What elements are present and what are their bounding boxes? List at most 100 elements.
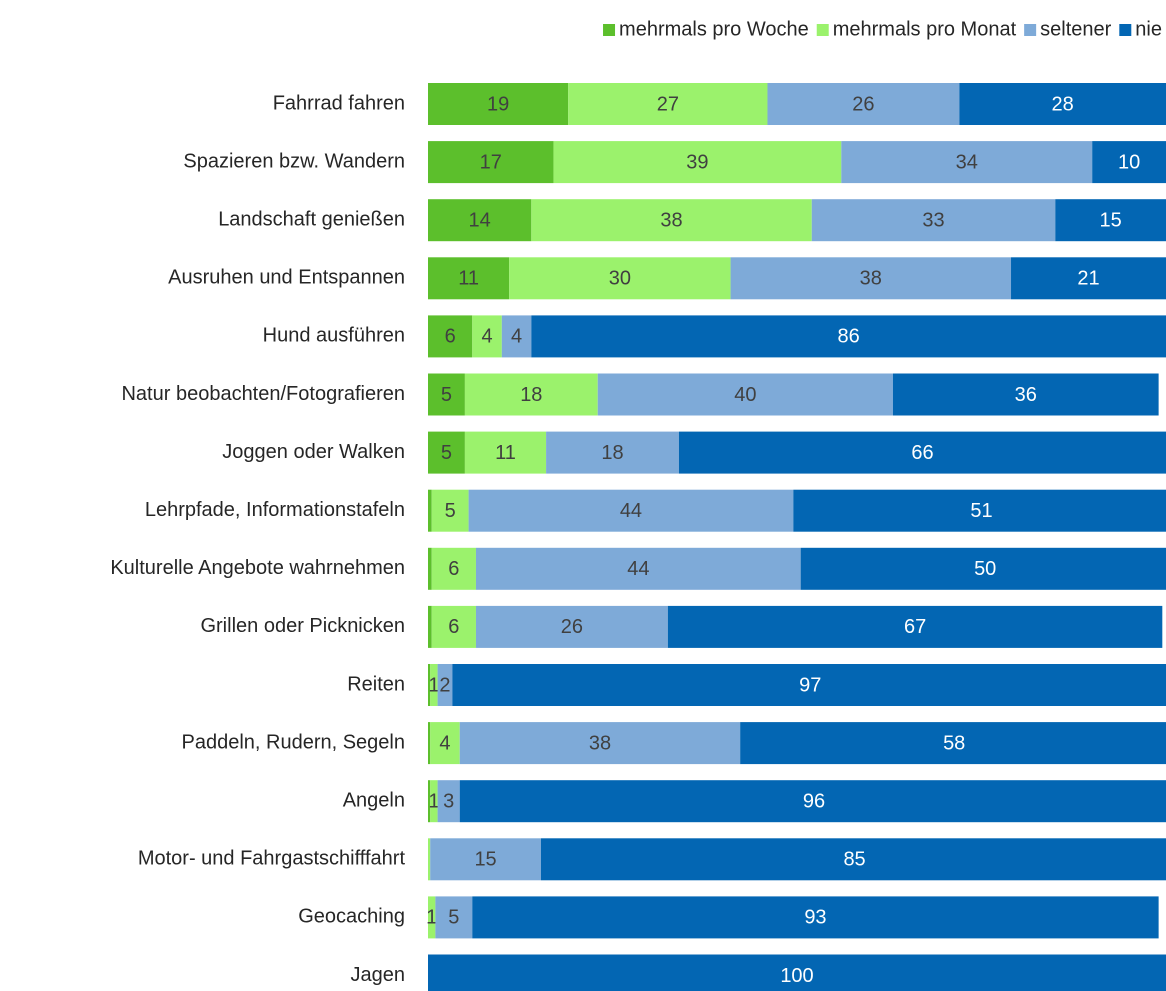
bar-segment xyxy=(428,838,431,881)
value-label: 96 xyxy=(803,790,825,812)
bar-segment xyxy=(501,315,532,358)
value-label: 27 xyxy=(657,93,679,115)
bar-segment xyxy=(475,547,801,590)
value-label: 1 xyxy=(426,907,437,929)
value-label: 3 xyxy=(443,790,454,812)
bar-segment xyxy=(730,257,1012,300)
bar-segment xyxy=(437,780,460,823)
value-label: 18 xyxy=(520,384,542,406)
value-label: 5 xyxy=(441,384,452,406)
value-label: 50 xyxy=(974,558,996,580)
category-label: Jagen xyxy=(351,964,406,986)
bar-segment xyxy=(428,83,569,125)
value-label: 34 xyxy=(956,151,978,173)
bar-segment xyxy=(892,373,1159,416)
value-label: 30 xyxy=(609,268,631,290)
value-label: 1 xyxy=(428,790,439,812)
bar-segment xyxy=(428,489,432,532)
category-label: Lehrpfade, Informationstafeln xyxy=(145,499,405,521)
bar-segment xyxy=(428,315,473,358)
value-label: 6 xyxy=(448,616,459,638)
bar-segment xyxy=(468,489,794,532)
legend-label: seltener xyxy=(1040,18,1111,40)
value-label: 97 xyxy=(799,674,821,696)
bar-segment xyxy=(428,664,431,706)
bar-segment xyxy=(428,605,432,648)
value-label: 14 xyxy=(469,209,491,231)
value-label: 6 xyxy=(448,558,459,580)
value-label: 93 xyxy=(804,907,826,929)
bar-segment xyxy=(459,722,741,765)
category-label: Ausruhen und Entspannen xyxy=(168,267,405,289)
value-label: 4 xyxy=(481,326,492,348)
bar-segment xyxy=(430,838,541,881)
bar-segment xyxy=(793,489,1166,532)
value-label: 36 xyxy=(1015,384,1037,406)
value-label: 15 xyxy=(474,849,496,871)
bar-segment xyxy=(431,547,476,590)
value-label: 38 xyxy=(860,268,882,290)
bar-segment xyxy=(800,547,1166,590)
value-label: 19 xyxy=(487,93,509,115)
bar-segment xyxy=(428,257,510,300)
category-label: Joggen oder Walken xyxy=(222,441,405,463)
category-label: Angeln xyxy=(343,789,405,811)
bar-segment xyxy=(431,605,476,648)
value-label: 40 xyxy=(734,384,756,406)
category-label: Landschaft genießen xyxy=(218,208,405,230)
value-label: 33 xyxy=(922,209,944,231)
bar-segment xyxy=(431,489,469,532)
value-label: 5 xyxy=(445,500,456,522)
category-label: Hund ausführen xyxy=(263,325,405,347)
category-label: Natur beobachten/Fotografieren xyxy=(121,383,405,405)
value-label: 5 xyxy=(441,442,452,464)
bar-segment xyxy=(452,664,1166,706)
bar-segment xyxy=(740,722,1166,765)
category-label: Paddeln, Rudern, Segeln xyxy=(182,731,406,753)
bar-segment xyxy=(475,605,668,648)
value-label: 39 xyxy=(686,151,708,173)
category-label: Reiten xyxy=(347,673,405,695)
bar-segment xyxy=(428,431,465,474)
bar-segment xyxy=(1011,257,1166,300)
value-label: 66 xyxy=(911,442,933,464)
value-label: 44 xyxy=(620,500,642,522)
value-label: 85 xyxy=(843,849,865,871)
value-label: 100 xyxy=(780,965,813,987)
bar-segment xyxy=(428,141,554,184)
bar-segment xyxy=(546,431,679,474)
category-label: Geocaching xyxy=(298,906,405,928)
value-label: 1 xyxy=(428,674,439,696)
category-label: Kulturelle Angebote wahrnehmen xyxy=(110,557,405,579)
value-label: 2 xyxy=(439,674,450,696)
value-label: 18 xyxy=(601,442,623,464)
value-label: 26 xyxy=(852,93,874,115)
bar-segment xyxy=(472,315,502,358)
bar-segment xyxy=(430,780,438,823)
bar-segment xyxy=(437,664,453,706)
bar-segment xyxy=(428,896,436,939)
value-label: 4 xyxy=(439,732,450,754)
value-label: 5 xyxy=(448,907,459,929)
bar-segment xyxy=(428,722,431,765)
bar-segment xyxy=(464,373,598,416)
value-label: 21 xyxy=(1077,268,1099,290)
bar-segment xyxy=(428,547,432,590)
legend-label: mehrmals pro Woche xyxy=(619,18,809,40)
value-label: 51 xyxy=(970,500,992,522)
bar-segment xyxy=(509,257,731,300)
bar-segment xyxy=(531,199,812,242)
legend-swatch xyxy=(816,24,829,36)
value-label: 38 xyxy=(589,732,611,754)
value-label: 17 xyxy=(480,151,502,173)
value-label: 11 xyxy=(458,268,479,290)
bar-segment xyxy=(540,838,1166,881)
bar-segment xyxy=(1055,199,1166,242)
value-label: 67 xyxy=(904,616,926,638)
bar-segment xyxy=(1092,141,1166,184)
legend-label: nie xyxy=(1135,18,1162,40)
bar-segment xyxy=(678,431,1166,474)
bar-segment xyxy=(767,83,960,125)
value-label: 86 xyxy=(838,326,860,348)
bar-segment xyxy=(841,141,1093,184)
